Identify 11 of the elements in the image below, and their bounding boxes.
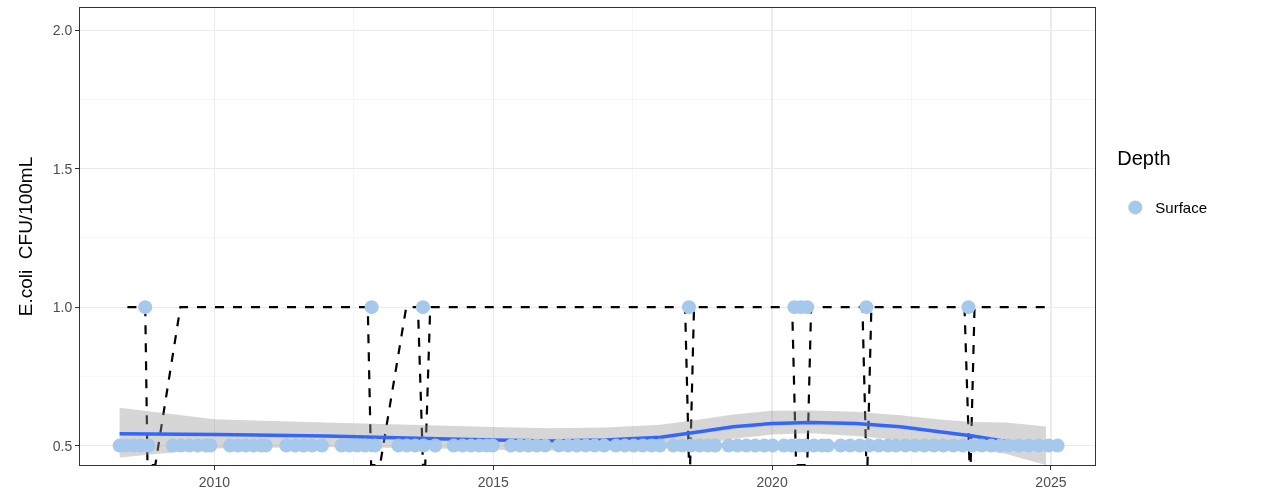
- y-tick-label: 2.0: [52, 22, 73, 39]
- x-tick-label: 2025: [1035, 473, 1067, 490]
- legend-title: Depth: [1117, 147, 1171, 170]
- y-tick-label: 1.0: [52, 299, 73, 316]
- y-axis-title: E.coli CFU/100mL: [15, 156, 36, 317]
- y-tick-label: 1.5: [52, 160, 73, 177]
- y-tick-label: 0.5: [52, 437, 73, 454]
- x-tick-label: 2010: [198, 473, 231, 490]
- legend-label: Surface: [1155, 199, 1207, 217]
- x-tick-label: 2015: [477, 473, 510, 490]
- x-tick-label: 2020: [756, 473, 788, 490]
